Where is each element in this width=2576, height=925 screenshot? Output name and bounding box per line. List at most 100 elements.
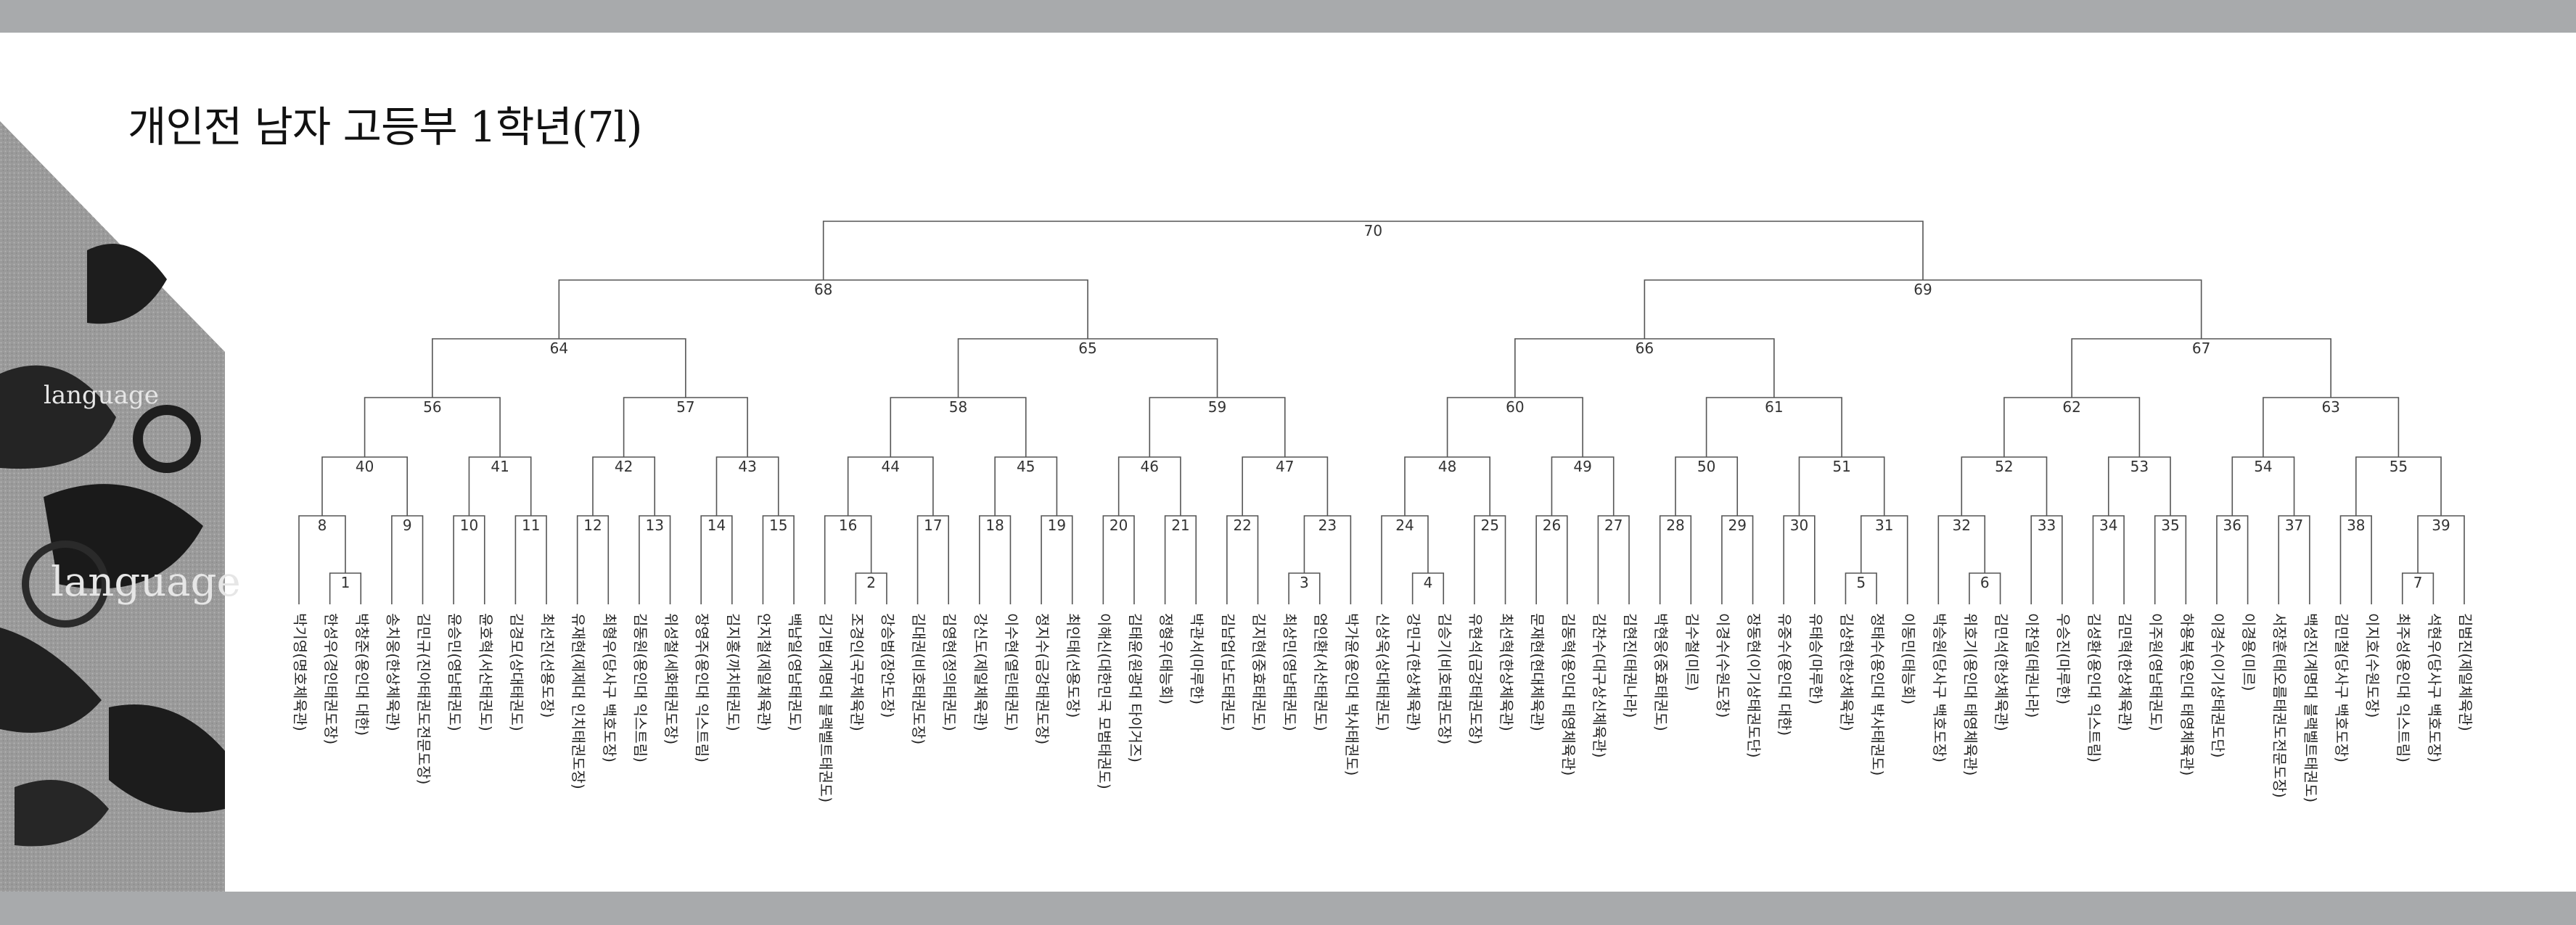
player-name: 최인태(선용도장) [1065, 613, 1082, 718]
player-name: 박관서(마루한) [1189, 613, 1206, 704]
match-number: 27 [1604, 517, 1623, 534]
decorative-graphic: language language [0, 33, 241, 895]
player-name: 김태윤(원광대 타이거즈) [1126, 613, 1144, 762]
match-number: 19 [1048, 517, 1066, 534]
match-number: 51 [1832, 458, 1850, 475]
player-name: 장영주(용인대 익스트림) [694, 613, 711, 762]
player-name: 박승원(당사구 백호도장) [1931, 613, 1948, 762]
match-number: 23 [1318, 517, 1337, 534]
match-number: 30 [1790, 517, 1808, 534]
match-number: 63 [2321, 398, 2339, 416]
match-number: 49 [1573, 458, 1591, 475]
match-number: 15 [769, 517, 787, 534]
player-name: 김영현(정의태권도) [941, 613, 959, 731]
player-name: 김현진(태권나라) [1622, 613, 1639, 718]
match-number: 37 [2285, 517, 2303, 534]
match-number: 70 [1364, 222, 1382, 239]
player-name: 박기영(명호체육관) [292, 613, 309, 731]
top-band [0, 0, 2576, 33]
match-number: 60 [1506, 398, 1524, 416]
match-number: 13 [646, 517, 664, 534]
match-number: 64 [550, 340, 568, 357]
player-name: 강승범(장안도장) [879, 613, 896, 718]
player-name: 박가윤(용인대 박사태권도) [1343, 613, 1361, 776]
player-name: 우승진(마루한) [2054, 613, 2072, 704]
match-number: 29 [1728, 517, 1747, 534]
player-name: 이경수(수원도장) [1714, 613, 1731, 718]
match-number: 50 [1697, 458, 1715, 475]
player-name: 강민구(한상체육관) [1405, 613, 1422, 731]
match-number: 35 [2161, 517, 2179, 534]
player-name: 하용복(용인대 태영체육관) [2178, 613, 2196, 776]
match-number: 39 [2432, 517, 2450, 534]
player-name: 이지호(수원도장) [2364, 613, 2382, 718]
bottom-band [0, 892, 2576, 925]
match-number: 40 [356, 458, 374, 475]
player-name: 김찬수(대구상신체육관) [1591, 613, 1608, 758]
match-number: 7 [2413, 574, 2423, 591]
match-number: 3 [1300, 574, 1309, 591]
match-number: 1 [341, 574, 350, 591]
match-number: 6 [1980, 574, 1990, 591]
player-name: 김승기(비호태권도장) [1436, 613, 1453, 744]
match-number: 2 [866, 574, 876, 591]
match-number: 14 [707, 517, 726, 534]
match-number: 46 [1141, 458, 1159, 475]
player-name: 정형우(태능회) [1157, 613, 1175, 704]
player-name: 문재현(현대체육관) [1529, 613, 1546, 731]
match-number: 66 [1636, 340, 1654, 357]
match-number: 21 [1171, 517, 1189, 534]
player-name: 김수철(미르) [1683, 613, 1701, 691]
player-name: 김민규(진아태권도전문도장) [415, 613, 432, 784]
player-name: 석현우(당사구 백호도장) [2426, 613, 2443, 762]
match-number: 18 [985, 517, 1004, 534]
match-number: 26 [1543, 517, 1561, 534]
player-name: 위성철(세화태권도장) [663, 613, 680, 744]
player-name: 강신도(제일체육관) [972, 613, 989, 731]
match-number: 69 [1913, 281, 1932, 298]
player-name: 이수현(열린태권도) [1003, 613, 1020, 731]
match-number: 34 [2099, 517, 2117, 534]
match-number: 58 [949, 398, 967, 416]
player-name: 송치웅(한상체육관) [384, 613, 401, 731]
match-number: 47 [1276, 458, 1294, 475]
player-name: 김동혁(용인대 태영체육관) [1559, 613, 1577, 776]
match-number: 16 [839, 517, 857, 534]
match-number: 36 [2223, 517, 2241, 534]
player-name: 이찬일(태권나라) [2024, 613, 2041, 718]
player-name: 김기범(계명대 블랙벨트태권도) [817, 613, 834, 802]
decorative-word-1: language [44, 381, 159, 410]
match-number: 9 [403, 517, 412, 534]
match-number: 48 [1438, 458, 1456, 475]
match-number: 53 [2130, 458, 2149, 475]
player-name: 엄인환(서산태권도) [1312, 613, 1329, 731]
match-number: 68 [814, 281, 832, 298]
player-name: 최선혁(한상체육관) [1498, 613, 1515, 731]
player-name: 유재현(제제대 인치태권도장) [570, 613, 587, 789]
player-name: 이동민(태능회) [1900, 613, 1917, 704]
player-name: 위호기(용인대 태영체육관) [1961, 613, 1979, 776]
player-name: 이경수(이기상태권도단) [2209, 613, 2226, 758]
player-name: 최형우(당사구 백호도장) [601, 613, 618, 762]
match-number: 10 [460, 517, 478, 534]
player-name: 김동원(용인대 익스트림) [631, 613, 649, 762]
player-name: 최상민(영남태권도) [1281, 613, 1299, 731]
match-number: 52 [1995, 458, 2013, 475]
player-name: 김민혁(한상체육관) [2117, 613, 2134, 731]
match-number: 67 [2192, 340, 2210, 357]
player-name: 김지현(중효태권도) [1250, 613, 1268, 731]
player-name: 서장훈(태오름태권도전문도장) [2271, 613, 2289, 798]
player-name: 윤승민(영남태권도) [446, 613, 464, 731]
player-name: 한성우(경인태권도장) [322, 613, 340, 744]
match-number: 24 [1395, 517, 1414, 534]
match-number: 25 [1480, 517, 1498, 534]
match-number: 28 [1666, 517, 1684, 534]
player-name: 이해신(대한민국 모범태권도) [1096, 613, 1113, 789]
player-name: 박현웅(중효태권도) [1652, 613, 1670, 731]
match-number: 54 [2254, 458, 2272, 475]
match-number: 55 [2390, 458, 2408, 475]
match-number: 65 [1078, 340, 1096, 357]
player-name: 김민철(당사구 백호도장) [2333, 613, 2350, 762]
match-number: 20 [1109, 517, 1128, 534]
player-name: 최주성(용인대 익스트림) [2395, 613, 2412, 762]
